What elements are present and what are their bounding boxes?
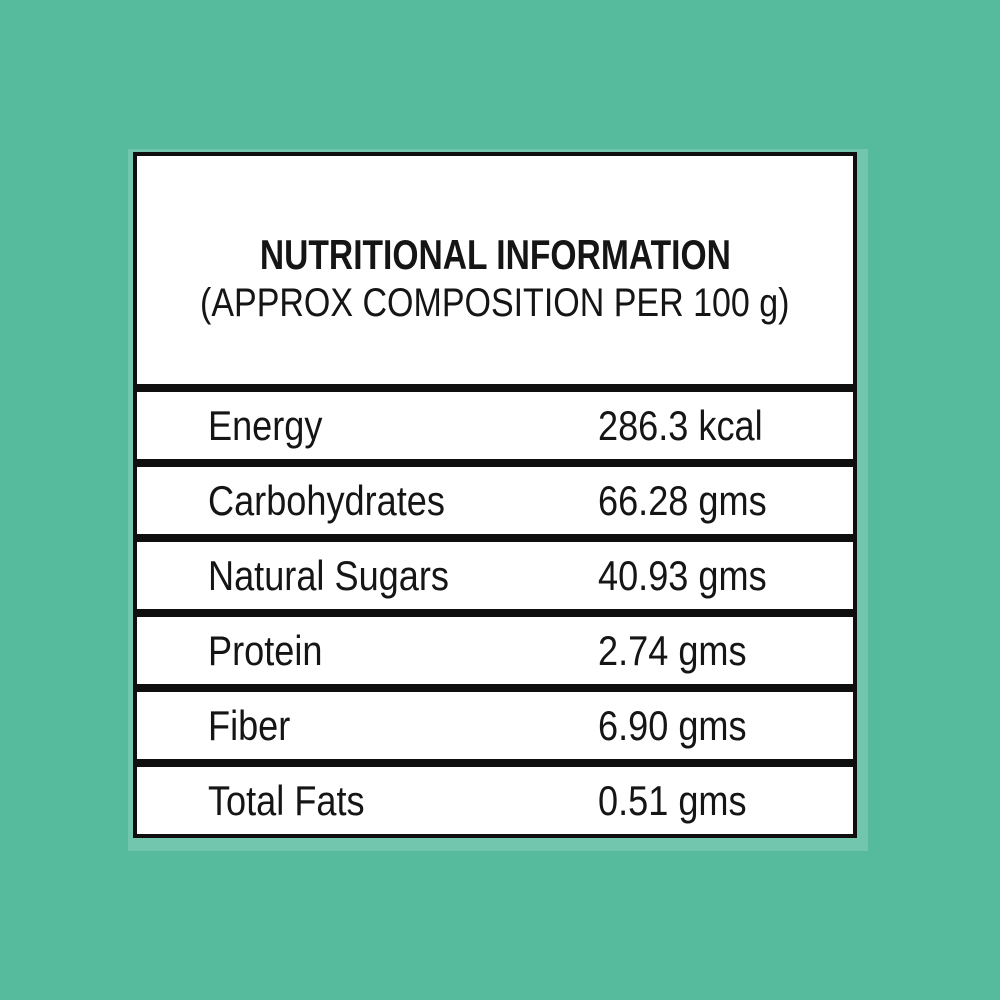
- nutrient-value: 0.51 gms: [598, 776, 747, 824]
- panel-header: NUTRITIONAL INFORMATION (APPROX COMPOSIT…: [137, 156, 853, 384]
- nutrition-label-panel: NUTRITIONAL INFORMATION (APPROX COMPOSIT…: [133, 152, 857, 838]
- nutrient-value: 66.28 gms: [598, 476, 767, 524]
- table-row: Natural Sugars 40.93 gms: [137, 542, 853, 609]
- nutrient-label: Carbohydrates: [208, 476, 445, 524]
- row-divider: [137, 459, 853, 467]
- nutrient-label: Protein: [208, 626, 323, 674]
- nutrient-value: 40.93 gms: [598, 551, 767, 599]
- row-divider: [137, 534, 853, 542]
- panel-title: NUTRITIONAL INFORMATION: [259, 231, 731, 278]
- nutrient-label: Total Fats: [208, 776, 365, 824]
- nutrient-value: 286.3 kcal: [598, 401, 763, 449]
- nutrient-label: Fiber: [208, 701, 291, 749]
- table-row: Carbohydrates 66.28 gms: [137, 467, 853, 534]
- nutrient-value: 6.90 gms: [598, 701, 747, 749]
- row-divider: [137, 384, 853, 392]
- table-row: Total Fats 0.51 gms: [137, 767, 853, 834]
- nutrient-value: 2.74 gms: [598, 626, 747, 674]
- table-row: Energy 286.3 kcal: [137, 392, 853, 459]
- nutrient-label: Natural Sugars: [208, 551, 449, 599]
- row-divider: [137, 759, 853, 767]
- table-row: Protein 2.74 gms: [137, 617, 853, 684]
- nutrient-label: Energy: [208, 401, 323, 449]
- row-divider: [137, 609, 853, 617]
- panel-subtitle: (APPROX COMPOSITION PER 100 g): [200, 281, 790, 325]
- row-divider: [137, 684, 853, 692]
- nutrient-rows: Energy 286.3 kcal Carbohydrates 66.28 gm…: [137, 384, 853, 834]
- table-row: Fiber 6.90 gms: [137, 692, 853, 759]
